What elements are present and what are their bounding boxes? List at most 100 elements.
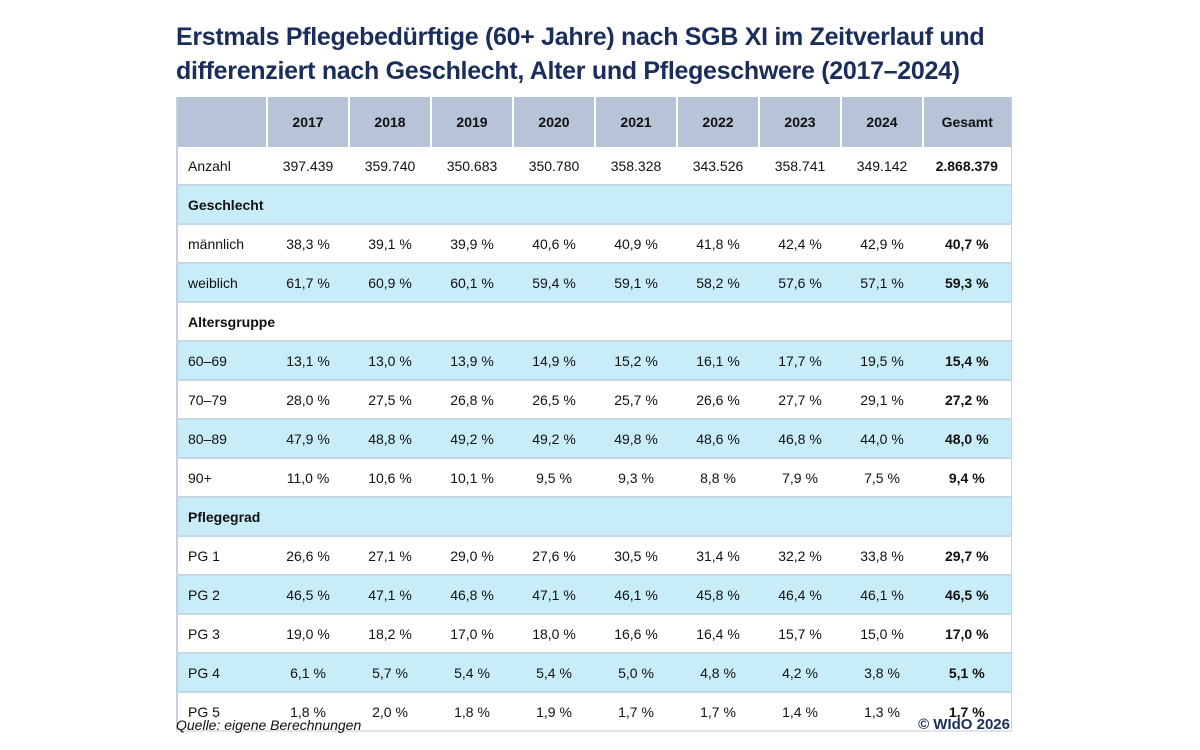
header-cell-2022: 2022 <box>677 97 760 147</box>
data-table: 2017 2018 2019 2020 2021 2022 2023 2024 Gesamt A… <box>176 97 1012 732</box>
value-cell: 26,6 % <box>677 380 759 420</box>
value-cell: 397.439 <box>267 147 349 186</box>
value-cell: 49,2 % <box>513 419 595 459</box>
value-cell: 349.142 <box>841 147 923 186</box>
table-row: PG 1 26,6 % 27,1 % 29,0 % 27,6 % 30,5 % 31,4 %… <box>177 536 1011 576</box>
table-body: Anzahl 397.439 359.740 350.683 350.780 358.32… <box>177 147 1011 732</box>
row-label: PG 5 <box>177 692 267 732</box>
value-cell: 9,3 % <box>595 458 677 498</box>
value-cell: 46,5 % <box>267 575 349 615</box>
table-row: 80–89 47,9 % 48,8 % 49,2 % 49,2 % 49,8 % 48,6 … <box>177 419 1011 459</box>
table-row: PG 3 19,0 % 18,2 % 17,0 % 18,0 % 16,6 % 16,4 %… <box>177 614 1011 654</box>
value-cell: 59,4 % <box>513 263 595 303</box>
value-cell: 19,5 % <box>841 341 923 381</box>
value-cell: 48,8 % <box>349 419 431 459</box>
table-row: 70–79 28,0 % 27,5 % 26,8 % 26,5 % 25,7 % 26,6 … <box>177 380 1011 420</box>
value-cell: 46,1 % <box>841 575 923 615</box>
value-cell: 2,0 % <box>349 692 431 732</box>
value-cell: 46,4 % <box>759 575 841 615</box>
header-cell-2017: 2017 <box>267 97 350 147</box>
value-cell: 13,1 % <box>267 341 349 381</box>
value-cell: 61,7 % <box>267 263 349 303</box>
value-cell: 17,0 % <box>431 614 513 654</box>
value-cell: 1,8 % <box>267 692 349 732</box>
header-cell-2023: 2023 <box>759 97 842 147</box>
value-cell: 27,6 % <box>513 536 595 576</box>
row-label: Anzahl <box>177 147 267 186</box>
value-cell: 57,6 % <box>759 263 841 303</box>
value-cell: 41,8 % <box>677 224 759 264</box>
value-cell: 1,9 % <box>513 692 595 732</box>
total-cell: 2.868.379 <box>923 147 1011 186</box>
header-cell-2021: 2021 <box>595 97 678 147</box>
value-cell: 8,8 % <box>677 458 759 498</box>
total-cell: 27,2 % <box>923 380 1011 420</box>
total-cell: 46,5 % <box>923 575 1011 615</box>
value-cell: 350.683 <box>431 147 513 186</box>
value-cell: 27,7 % <box>759 380 841 420</box>
value-cell: 4,2 % <box>759 653 841 693</box>
value-cell: 7,9 % <box>759 458 841 498</box>
value-cell: 27,5 % <box>349 380 431 420</box>
copyright-note: © WIdO 2026 <box>918 716 1010 733</box>
value-cell: 60,9 % <box>349 263 431 303</box>
value-cell: 1,7 % <box>677 692 759 732</box>
value-cell: 17,7 % <box>759 341 841 381</box>
source-note: Quelle: eigene Berechnungen <box>176 717 362 733</box>
row-label: 70–79 <box>177 380 267 420</box>
row-label: männlich <box>177 224 267 264</box>
table-header-row: 2017 2018 2019 2020 2021 2022 2023 2024 Gesamt <box>177 97 1011 147</box>
header-cell-2020: 2020 <box>513 97 596 147</box>
value-cell: 1,3 % <box>841 692 923 732</box>
value-cell: 13,0 % <box>349 341 431 381</box>
section-label: Pflegegrad <box>177 497 1011 537</box>
value-cell: 358.328 <box>595 147 677 186</box>
value-cell: 9,5 % <box>513 458 595 498</box>
value-cell: 46,1 % <box>595 575 677 615</box>
value-cell: 44,0 % <box>841 419 923 459</box>
value-cell: 42,9 % <box>841 224 923 264</box>
table-row: männlich 38,3 % 39,1 % 39,9 % 40,6 % 40,9 % 41… <box>177 224 1011 264</box>
row-label: PG 1 <box>177 536 267 576</box>
header-cell-empty <box>177 97 268 147</box>
header-cell-2024: 2024 <box>841 97 924 147</box>
value-cell: 10,6 % <box>349 458 431 498</box>
value-cell: 38,3 % <box>267 224 349 264</box>
total-cell: 40,7 % <box>923 224 1011 264</box>
row-label: PG 3 <box>177 614 267 654</box>
value-cell: 47,1 % <box>349 575 431 615</box>
value-cell: 7,5 % <box>841 458 923 498</box>
value-cell: 1,7 % <box>595 692 677 732</box>
table-row: PG 5 1,8 % 2,0 % 1,8 % 1,9 % 1,7 % 1,7 % 1,4 % 1… <box>177 692 1011 732</box>
value-cell: 46,8 % <box>431 575 513 615</box>
value-cell: 48,6 % <box>677 419 759 459</box>
value-cell: 39,9 % <box>431 224 513 264</box>
section-label: Geschlecht <box>177 185 1011 225</box>
table-row: PG 2 46,5 % 47,1 % 46,8 % 47,1 % 46,1 % 45,8 %… <box>177 575 1011 615</box>
value-cell: 11,0 % <box>267 458 349 498</box>
value-cell: 27,1 % <box>349 536 431 576</box>
total-cell: 1,7 % <box>923 692 1011 732</box>
total-cell: 29,7 % <box>923 536 1011 576</box>
table-row: PG 4 6,1 % 5,7 % 5,4 % 5,4 % 5,0 % 4,8 % 4,2 % 3… <box>177 653 1011 693</box>
title-line-1: Erstmals Pflegebedürftige (60+ Jahre) na… <box>176 23 985 51</box>
value-cell: 33,8 % <box>841 536 923 576</box>
value-cell: 32,2 % <box>759 536 841 576</box>
value-cell: 359.740 <box>349 147 431 186</box>
row-label: 90+ <box>177 458 267 498</box>
row-label: PG 2 <box>177 575 267 615</box>
value-cell: 46,8 % <box>759 419 841 459</box>
value-cell: 5,4 % <box>513 653 595 693</box>
value-cell: 5,4 % <box>431 653 513 693</box>
value-cell: 4,8 % <box>677 653 759 693</box>
value-cell: 29,0 % <box>431 536 513 576</box>
row-label: PG 4 <box>177 653 267 693</box>
table-row: Anzahl 397.439 359.740 350.683 350.780 358.32… <box>177 147 1011 186</box>
value-cell: 18,0 % <box>513 614 595 654</box>
value-cell: 16,6 % <box>595 614 677 654</box>
value-cell: 15,2 % <box>595 341 677 381</box>
value-cell: 16,4 % <box>677 614 759 654</box>
value-cell: 15,7 % <box>759 614 841 654</box>
value-cell: 16,1 % <box>677 341 759 381</box>
value-cell: 5,0 % <box>595 653 677 693</box>
